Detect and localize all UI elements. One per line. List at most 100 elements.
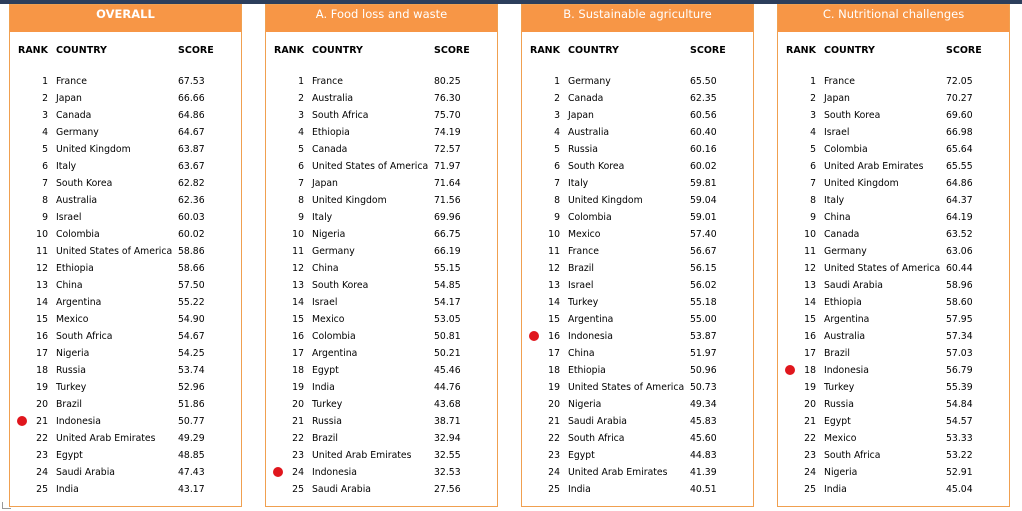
table-row: 7 South Korea 62.82	[10, 175, 241, 192]
country-cell: Nigeria	[568, 399, 602, 410]
score-cell: 41.39	[690, 467, 717, 478]
rank-cell: 20	[292, 399, 304, 410]
table-row: 21 Indonesia 50.77	[10, 413, 241, 430]
rank-cell: 6	[810, 161, 816, 172]
score-cell: 69.60	[946, 110, 973, 121]
rank-cell: 5	[810, 144, 816, 155]
table-row: 1 France 80.25	[266, 73, 497, 90]
country-cell: Saudi Arabia	[312, 484, 371, 495]
table-row: 1 France 72.05	[778, 73, 1009, 90]
table-header: RANK COUNTRY SCORE	[10, 45, 241, 75]
rank-cell: 9	[810, 212, 816, 223]
score-cell: 44.83	[690, 450, 717, 461]
score-cell: 56.02	[690, 280, 717, 291]
table-row: 4 Australia 60.40	[522, 124, 753, 141]
rank-cell: 18	[548, 365, 560, 376]
country-cell: Germany	[824, 246, 867, 257]
score-cell: 64.19	[946, 212, 973, 223]
rank-cell: 3	[554, 110, 560, 121]
rank-cell: 19	[548, 382, 560, 393]
rank-cell: 18	[804, 365, 816, 376]
table-row: 17 Argentina 50.21	[266, 345, 497, 362]
country-cell: Indonesia	[824, 365, 869, 376]
score-cell: 55.15	[434, 263, 461, 274]
table-row: 7 United Kingdom 64.86	[778, 175, 1009, 192]
country-cell: South Korea	[568, 161, 625, 172]
rank-cell: 19	[292, 382, 304, 393]
score-cell: 55.39	[946, 382, 973, 393]
table-row: 12 China 55.15	[266, 260, 497, 277]
ranking-table: 1 France 72.05 2 Japan 70.27 3 South Korea 69.60…	[778, 73, 1009, 498]
rank-cell: 6	[554, 161, 560, 172]
table-row: 18 Ethiopia 50.96	[522, 362, 753, 379]
score-cell: 65.64	[946, 144, 973, 155]
country-cell: United Kingdom	[824, 178, 899, 189]
panel-title: OVERALL	[10, 5, 241, 32]
rank-cell: 10	[548, 229, 560, 240]
score-cell: 32.94	[434, 433, 461, 444]
table-row: 13 South Korea 54.85	[266, 277, 497, 294]
table-row: 23 Egypt 44.83	[522, 447, 753, 464]
score-header: SCORE	[178, 45, 214, 56]
rank-cell: 1	[42, 76, 48, 87]
rank-header: RANK	[18, 45, 48, 56]
ranking-panel: OVERALL RANK COUNTRY SCORE 1 France 67.53 2 Japa…	[9, 4, 242, 507]
table-row: 6 United Arab Emirates 65.55	[778, 158, 1009, 175]
table-row: 8 Italy 64.37	[778, 192, 1009, 209]
highlight-dot-icon	[17, 416, 27, 426]
country-cell: Canada	[568, 93, 604, 104]
score-cell: 43.17	[178, 484, 205, 495]
score-cell: 50.21	[434, 348, 461, 359]
country-cell: Japan	[56, 93, 82, 104]
table-row: 8 Australia 62.36	[10, 192, 241, 209]
score-cell: 50.81	[434, 331, 461, 342]
country-cell: Israel	[568, 280, 594, 291]
table-row: 20 Russia 54.84	[778, 396, 1009, 413]
table-row: 15 Mexico 53.05	[266, 311, 497, 328]
table-row: 16 Australia 57.34	[778, 328, 1009, 345]
table-row: 19 Turkey 55.39	[778, 379, 1009, 396]
table-row: 7 Italy 59.81	[522, 175, 753, 192]
table-row: 20 Turkey 43.68	[266, 396, 497, 413]
table-row: 3 Canada 64.86	[10, 107, 241, 124]
score-cell: 53.33	[946, 433, 973, 444]
score-cell: 74.19	[434, 127, 461, 138]
rank-cell: 25	[36, 484, 48, 495]
score-cell: 72.05	[946, 76, 973, 87]
score-cell: 54.17	[434, 297, 461, 308]
country-cell: Australia	[568, 127, 610, 138]
score-cell: 47.43	[178, 467, 205, 478]
top-bar	[0, 0, 1022, 4]
score-cell: 43.68	[434, 399, 461, 410]
country-cell: Japan	[824, 93, 850, 104]
score-cell: 59.81	[690, 178, 717, 189]
table-row: 23 Egypt 48.85	[10, 447, 241, 464]
table-row: 22 South Africa 45.60	[522, 430, 753, 447]
rank-cell: 19	[36, 382, 48, 393]
table-row: 20 Brazil 51.86	[10, 396, 241, 413]
rank-cell: 21	[292, 416, 304, 427]
country-cell: Germany	[568, 76, 611, 87]
table-row: 19 Turkey 52.96	[10, 379, 241, 396]
table-row: 25 India 45.04	[778, 481, 1009, 498]
rank-cell: 22	[548, 433, 560, 444]
score-cell: 54.57	[946, 416, 973, 427]
score-cell: 38.71	[434, 416, 461, 427]
score-cell: 63.67	[178, 161, 205, 172]
rank-cell: 3	[810, 110, 816, 121]
table-row: 24 Indonesia 32.53	[266, 464, 497, 481]
score-cell: 45.83	[690, 416, 717, 427]
rank-cell: 24	[36, 467, 48, 478]
table-row: 19 United States of America 50.73	[522, 379, 753, 396]
country-cell: South Africa	[568, 433, 625, 444]
country-cell: Argentina	[312, 348, 358, 359]
rank-cell: 11	[292, 246, 304, 257]
table-row: 17 China 51.97	[522, 345, 753, 362]
rank-cell: 20	[36, 399, 48, 410]
score-cell: 70.27	[946, 93, 973, 104]
rank-cell: 8	[810, 195, 816, 206]
rank-cell: 7	[810, 178, 816, 189]
score-cell: 54.25	[178, 348, 205, 359]
highlight-dot-icon	[529, 331, 539, 341]
table-row: 5 Canada 72.57	[266, 141, 497, 158]
